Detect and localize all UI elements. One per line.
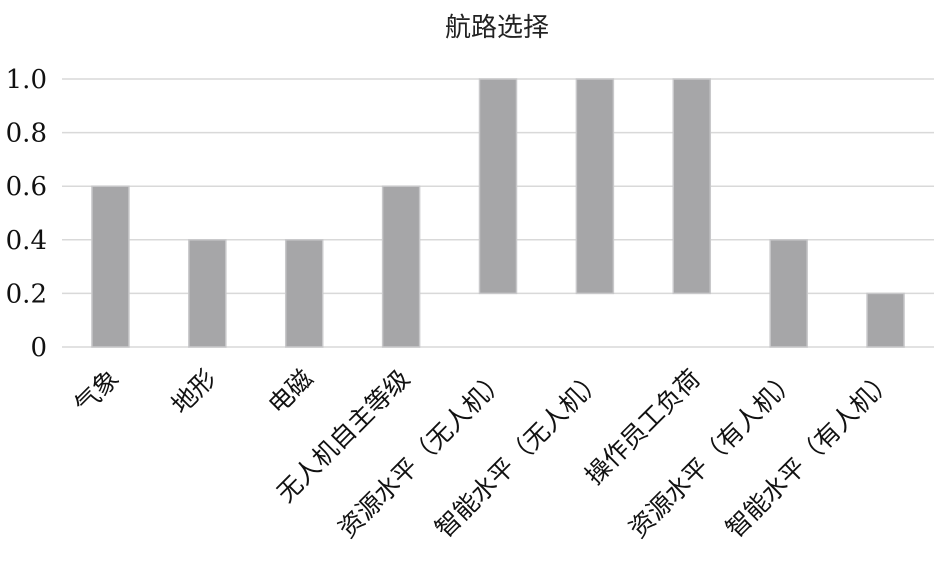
y-tick-label: 0.8 <box>6 119 47 149</box>
x-tick-label: 电磁 <box>263 364 319 420</box>
bar <box>284 239 324 348</box>
bar <box>188 239 227 348</box>
y-tick-label: 1.0 <box>6 65 47 95</box>
bar <box>672 78 712 295</box>
y-tick-label: 0.6 <box>6 172 47 202</box>
x-tick-label: 地形 <box>166 364 222 420</box>
bar <box>575 78 615 295</box>
bar <box>381 185 421 348</box>
y-axis-ticks: 0 0.2 0.4 0.6 0.8 1.0 <box>6 65 47 363</box>
bars <box>91 78 905 348</box>
bar <box>478 78 518 295</box>
bar <box>866 292 905 348</box>
chart-title: 航路选择 <box>445 13 549 43</box>
bar <box>91 185 130 348</box>
bar <box>769 239 808 348</box>
x-tick-label: 资源水平（有人机） <box>623 364 803 544</box>
x-tick-label: 气象 <box>69 364 125 420</box>
x-axis-ticks: 气象 地形 电磁无人机自主等级资源水平（无人机）智能水平（无人机）操作员工负荷资源水… <box>69 364 900 544</box>
x-tick-label: 资源水平（无人机） <box>333 364 513 544</box>
x-tick-label: 智能水平（有人机） <box>720 364 900 544</box>
x-tick-label: 智能水平（无人机） <box>430 364 610 544</box>
y-tick-label: 0.4 <box>6 226 47 256</box>
y-tick-label: 0 <box>30 333 47 363</box>
y-tick-label: 0.2 <box>6 279 47 309</box>
